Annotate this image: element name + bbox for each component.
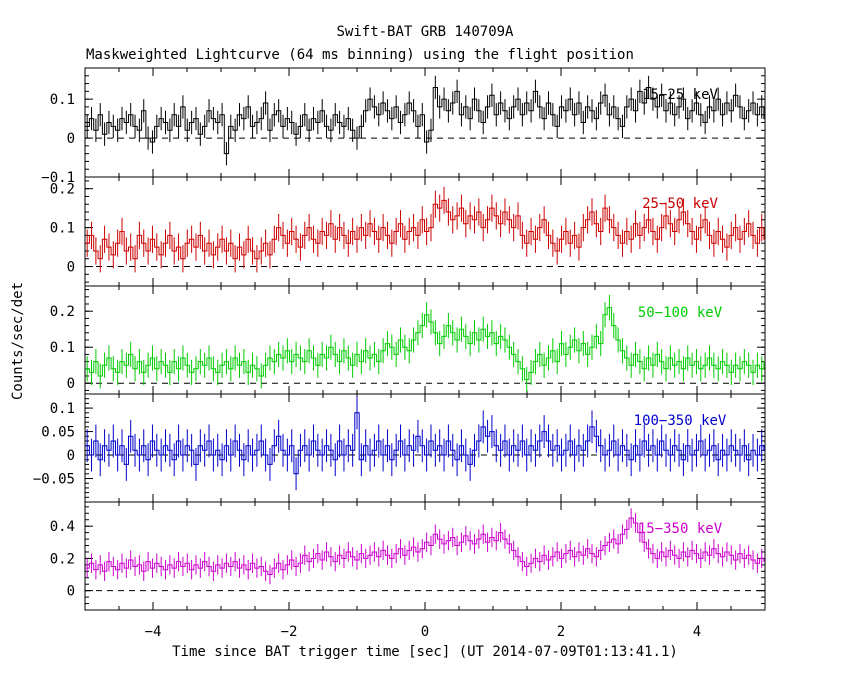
y-tick-label: 0.1 [50,221,75,237]
x-tick-label: −4 [145,624,162,640]
panels: −0.1 0 0.1 15−25 keV 0 0.1 0.2 25−50 keV 0 0.1 0.2… [33,67,766,640]
lightcurve-line [85,87,765,155]
y-tick-label: 0.1 [50,401,75,417]
x-tick-label: 2 [557,624,565,640]
chart-subtitle: Maskweighted Lightcurve (64 ms binning) … [86,47,634,63]
series-4 [85,396,765,491]
y-tick-label: 0 [67,131,75,147]
series-1 [85,75,765,166]
y-tick-label: 0 [67,584,75,600]
lightcurve-line [85,412,765,475]
x-axis-label: Time since BAT trigger time [sec] (UT 20… [172,644,678,660]
y-tick-label: −0.1 [41,170,75,186]
y-tick-label: 0.05 [41,425,75,441]
lightcurve-line [85,307,765,381]
y-tick-label: 0.2 [50,304,75,320]
band-label: 100−350 keV [634,413,727,429]
series-5 [85,508,765,585]
panel-3: 0 0.1 0.2 50−100 keV [50,285,766,395]
y-tick-label: 0.1 [50,92,75,108]
y-tick-label: 0.2 [50,551,75,567]
y-tick-label: 0.1 [50,340,75,356]
chart-title: Swift-BAT GRB 140709A [336,24,514,40]
y-tick-label: 0 [67,448,75,464]
series-3 [85,295,765,393]
y-tick-label: 0.2 [50,182,75,198]
y-tick-label: 0.4 [50,519,75,535]
band-label: 15−25 keV [642,87,718,103]
series-2 [85,186,765,273]
lightcurve-line [85,199,765,260]
x-tick-label: 0 [421,624,429,640]
panel-4: −0.05 0 0.05 0.1 100−350 keV [33,393,766,503]
panel-1: −0.1 0 0.1 15−25 keV [41,67,766,186]
x-tick-label: 4 [693,624,701,640]
band-label: 50−100 keV [638,305,723,321]
panel-5: 0 0.2 0.4 15−350 keV [50,501,766,611]
y-axis-label: Counts/sec/det [10,282,26,400]
x-tick-label: −2 [281,624,298,640]
y-tick-label: 0 [67,260,75,276]
y-tick-label: 0 [67,376,75,392]
y-tick-label: −0.05 [33,472,75,488]
panel-2: 0 0.1 0.2 25−50 keV [50,176,766,287]
band-label: 25−50 keV [642,196,718,212]
band-label: 15−350 keV [638,521,723,537]
lightcurve-line [85,517,765,575]
